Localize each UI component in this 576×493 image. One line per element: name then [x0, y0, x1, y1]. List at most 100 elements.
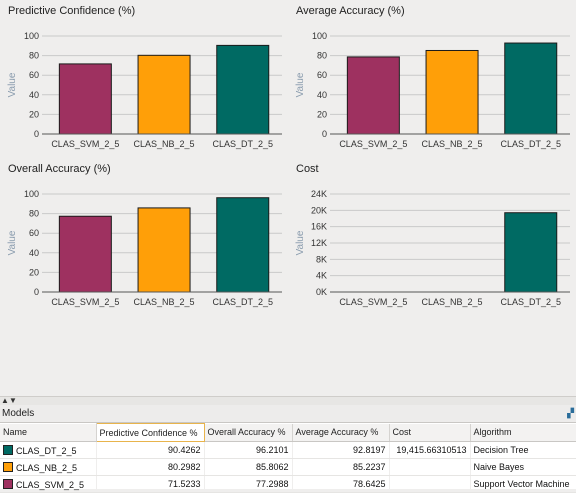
color-swatch-icon — [3, 444, 13, 455]
overall-accuracy-cell: 85.8062 — [204, 458, 293, 476]
y-tick-label: 20 — [29, 267, 39, 277]
bar — [58, 215, 112, 293]
x-tick-label: CLAS_DT_2_5 — [500, 297, 561, 307]
y-tick-label: 0 — [34, 129, 39, 139]
bar — [58, 63, 112, 135]
x-tick-label: CLAS_NB_2_5 — [134, 139, 195, 149]
predictive-confidence-cell: 80.2982 — [96, 458, 205, 476]
y-tick-label: 24K — [311, 189, 327, 199]
x-tick-label: CLAS_SVM_2_5 — [51, 297, 119, 307]
y-tick-label: 100 — [24, 31, 39, 41]
column-header-cost[interactable]: Cost — [389, 423, 471, 442]
x-tick-label: CLAS_NB_2_5 — [422, 139, 483, 149]
y-tick-label: 100 — [312, 31, 327, 41]
model-name: CLAS_SVM_2_5 — [16, 479, 85, 490]
chart-panel-cost: Cost 0K 4K 8K 12K 16K 20K 24K Value CLAS_SVM_2_5… — [288, 158, 576, 318]
table-row[interactable]: CLAS_SVM_2_5 71.5233 77.2988 78.6425 Sup… — [0, 475, 576, 493]
expand-down-icon[interactable]: ▼ — [9, 396, 17, 405]
y-tick-label: 20K — [311, 205, 327, 215]
chart-panel-overall-accuracy: Overall Accuracy (%) 0 20 40 60 80 100 Value CL… — [0, 158, 288, 318]
y-tick-label: 40 — [29, 90, 39, 100]
average-accuracy-cell: 78.6425 — [292, 475, 390, 493]
overall-accuracy-cell: 77.2988 — [204, 475, 293, 493]
cost-cell: 19,415.66310513 — [389, 441, 471, 459]
y-tick-label: 60 — [29, 228, 39, 238]
chart-panel-predictive-confidence: Predictive Confidence (%) 0 20 40 60 80 100 Va… — [0, 0, 288, 160]
x-tick-label: CLAS_SVM_2_5 — [51, 139, 119, 149]
model-name: CLAS_DT_2_5 — [16, 445, 77, 456]
column-header-algorithm[interactable]: Algorithm — [470, 423, 576, 442]
color-swatch-icon — [3, 478, 13, 489]
bar-chart: 0 20 40 60 80 100 Value CLAS_SVM_2_5 CLAS_NB_2_5… — [7, 31, 282, 149]
bar — [504, 42, 558, 135]
y-tick-label: 0K — [316, 287, 327, 297]
chart-title: Overall Accuracy (%) — [8, 163, 111, 175]
y-axis-label: Value — [295, 230, 306, 255]
column-header-average-accuracy[interactable]: Average Accuracy % — [292, 423, 390, 442]
chart-panel-average-accuracy: Average Accuracy (%) 0 20 40 60 80 100 Value CL… — [288, 0, 576, 160]
bar — [504, 212, 558, 293]
chart-title: Predictive Confidence (%) — [8, 5, 136, 17]
bar — [216, 44, 270, 135]
models-panel: Models ▞ Name Predictive Confidence % Ov… — [0, 405, 576, 493]
model-name: CLAS_NB_2_5 — [16, 462, 78, 473]
x-tick-label: CLAS_NB_2_5 — [422, 297, 483, 307]
bar-chart: 0K 4K 8K 12K 16K 20K 24K Value CLAS_SVM_2_5 CLAS_… — [295, 189, 570, 307]
cost-cell — [389, 458, 471, 476]
y-tick-label: 16K — [311, 222, 327, 232]
y-axis-label: Value — [7, 72, 18, 97]
predictive-confidence-cell: 90.4262 — [96, 441, 205, 459]
y-tick-label: 80 — [317, 51, 327, 61]
y-tick-label: 60 — [317, 70, 327, 80]
y-tick-label: 20 — [317, 109, 327, 119]
pane-splitter[interactable]: ▲ ▼ — [0, 396, 576, 406]
bar — [346, 56, 400, 135]
algorithm-cell: Naive Bayes — [470, 458, 576, 476]
bar — [425, 49, 479, 135]
y-tick-label: 8K — [316, 254, 327, 264]
y-axis-label: Value — [7, 230, 18, 255]
predictive-confidence-cell: 71.5233 — [96, 475, 205, 493]
chart-title: Cost — [296, 163, 319, 175]
y-tick-label: 4K — [316, 271, 327, 281]
column-header-name[interactable]: Name — [0, 423, 97, 442]
y-tick-label: 100 — [24, 189, 39, 199]
column-header-predictive-confidence[interactable]: Predictive Confidence % — [95, 423, 205, 442]
table-row[interactable]: CLAS_DT_2_5 90.4262 96.2101 92.8197 19,4… — [0, 441, 576, 459]
y-tick-label: 40 — [317, 90, 327, 100]
y-tick-label: 0 — [34, 287, 39, 297]
x-tick-label: CLAS_SVM_2_5 — [339, 139, 407, 149]
y-tick-label: 60 — [29, 70, 39, 80]
cost-cell — [389, 475, 471, 493]
bar-chart: 0 20 40 60 80 100 Value CLAS_SVM_2_5 CLAS_NB_2_5… — [7, 189, 282, 307]
model-name-cell: CLAS_NB_2_5 — [0, 458, 97, 476]
collapse-up-icon[interactable]: ▲ — [1, 396, 9, 405]
models-header: Models ▞ — [0, 405, 576, 423]
bar — [137, 207, 191, 293]
x-tick-label: CLAS_DT_2_5 — [212, 297, 273, 307]
y-tick-label: 20 — [29, 109, 39, 119]
column-header-overall-accuracy[interactable]: Overall Accuracy % — [204, 423, 293, 442]
algorithm-cell: Decision Tree — [470, 441, 576, 459]
model-name-cell: CLAS_SVM_2_5 — [0, 475, 97, 493]
average-accuracy-cell: 92.8197 — [292, 441, 390, 459]
overall-accuracy-cell: 96.2101 — [204, 441, 293, 459]
bar-chart: 0 20 40 60 80 100 Value CLAS_SVM_2_5 CLAS_NB_2_5… — [295, 31, 570, 149]
y-tick-label: 12K — [311, 238, 327, 248]
model-name-cell: CLAS_DT_2_5 — [0, 441, 97, 459]
panel-menu-icon[interactable]: ▞ — [567, 408, 574, 418]
x-tick-label: CLAS_DT_2_5 — [212, 139, 273, 149]
x-tick-label: CLAS_DT_2_5 — [500, 139, 561, 149]
table-header-row: Name Predictive Confidence % Overall Acc… — [0, 423, 576, 442]
table-row[interactable]: CLAS_NB_2_5 80.2982 85.8062 85.2237 Naiv… — [0, 458, 576, 476]
average-accuracy-cell: 85.2237 — [292, 458, 390, 476]
y-axis-label: Value — [295, 72, 306, 97]
algorithm-cell: Support Vector Machine — [470, 475, 576, 493]
models-table: Name Predictive Confidence % Overall Acc… — [0, 423, 576, 493]
y-tick-label: 40 — [29, 248, 39, 258]
y-tick-label: 80 — [29, 51, 39, 61]
bar — [216, 197, 270, 293]
y-tick-label: 0 — [322, 129, 327, 139]
chart-title: Average Accuracy (%) — [296, 5, 405, 17]
x-tick-label: CLAS_NB_2_5 — [134, 297, 195, 307]
